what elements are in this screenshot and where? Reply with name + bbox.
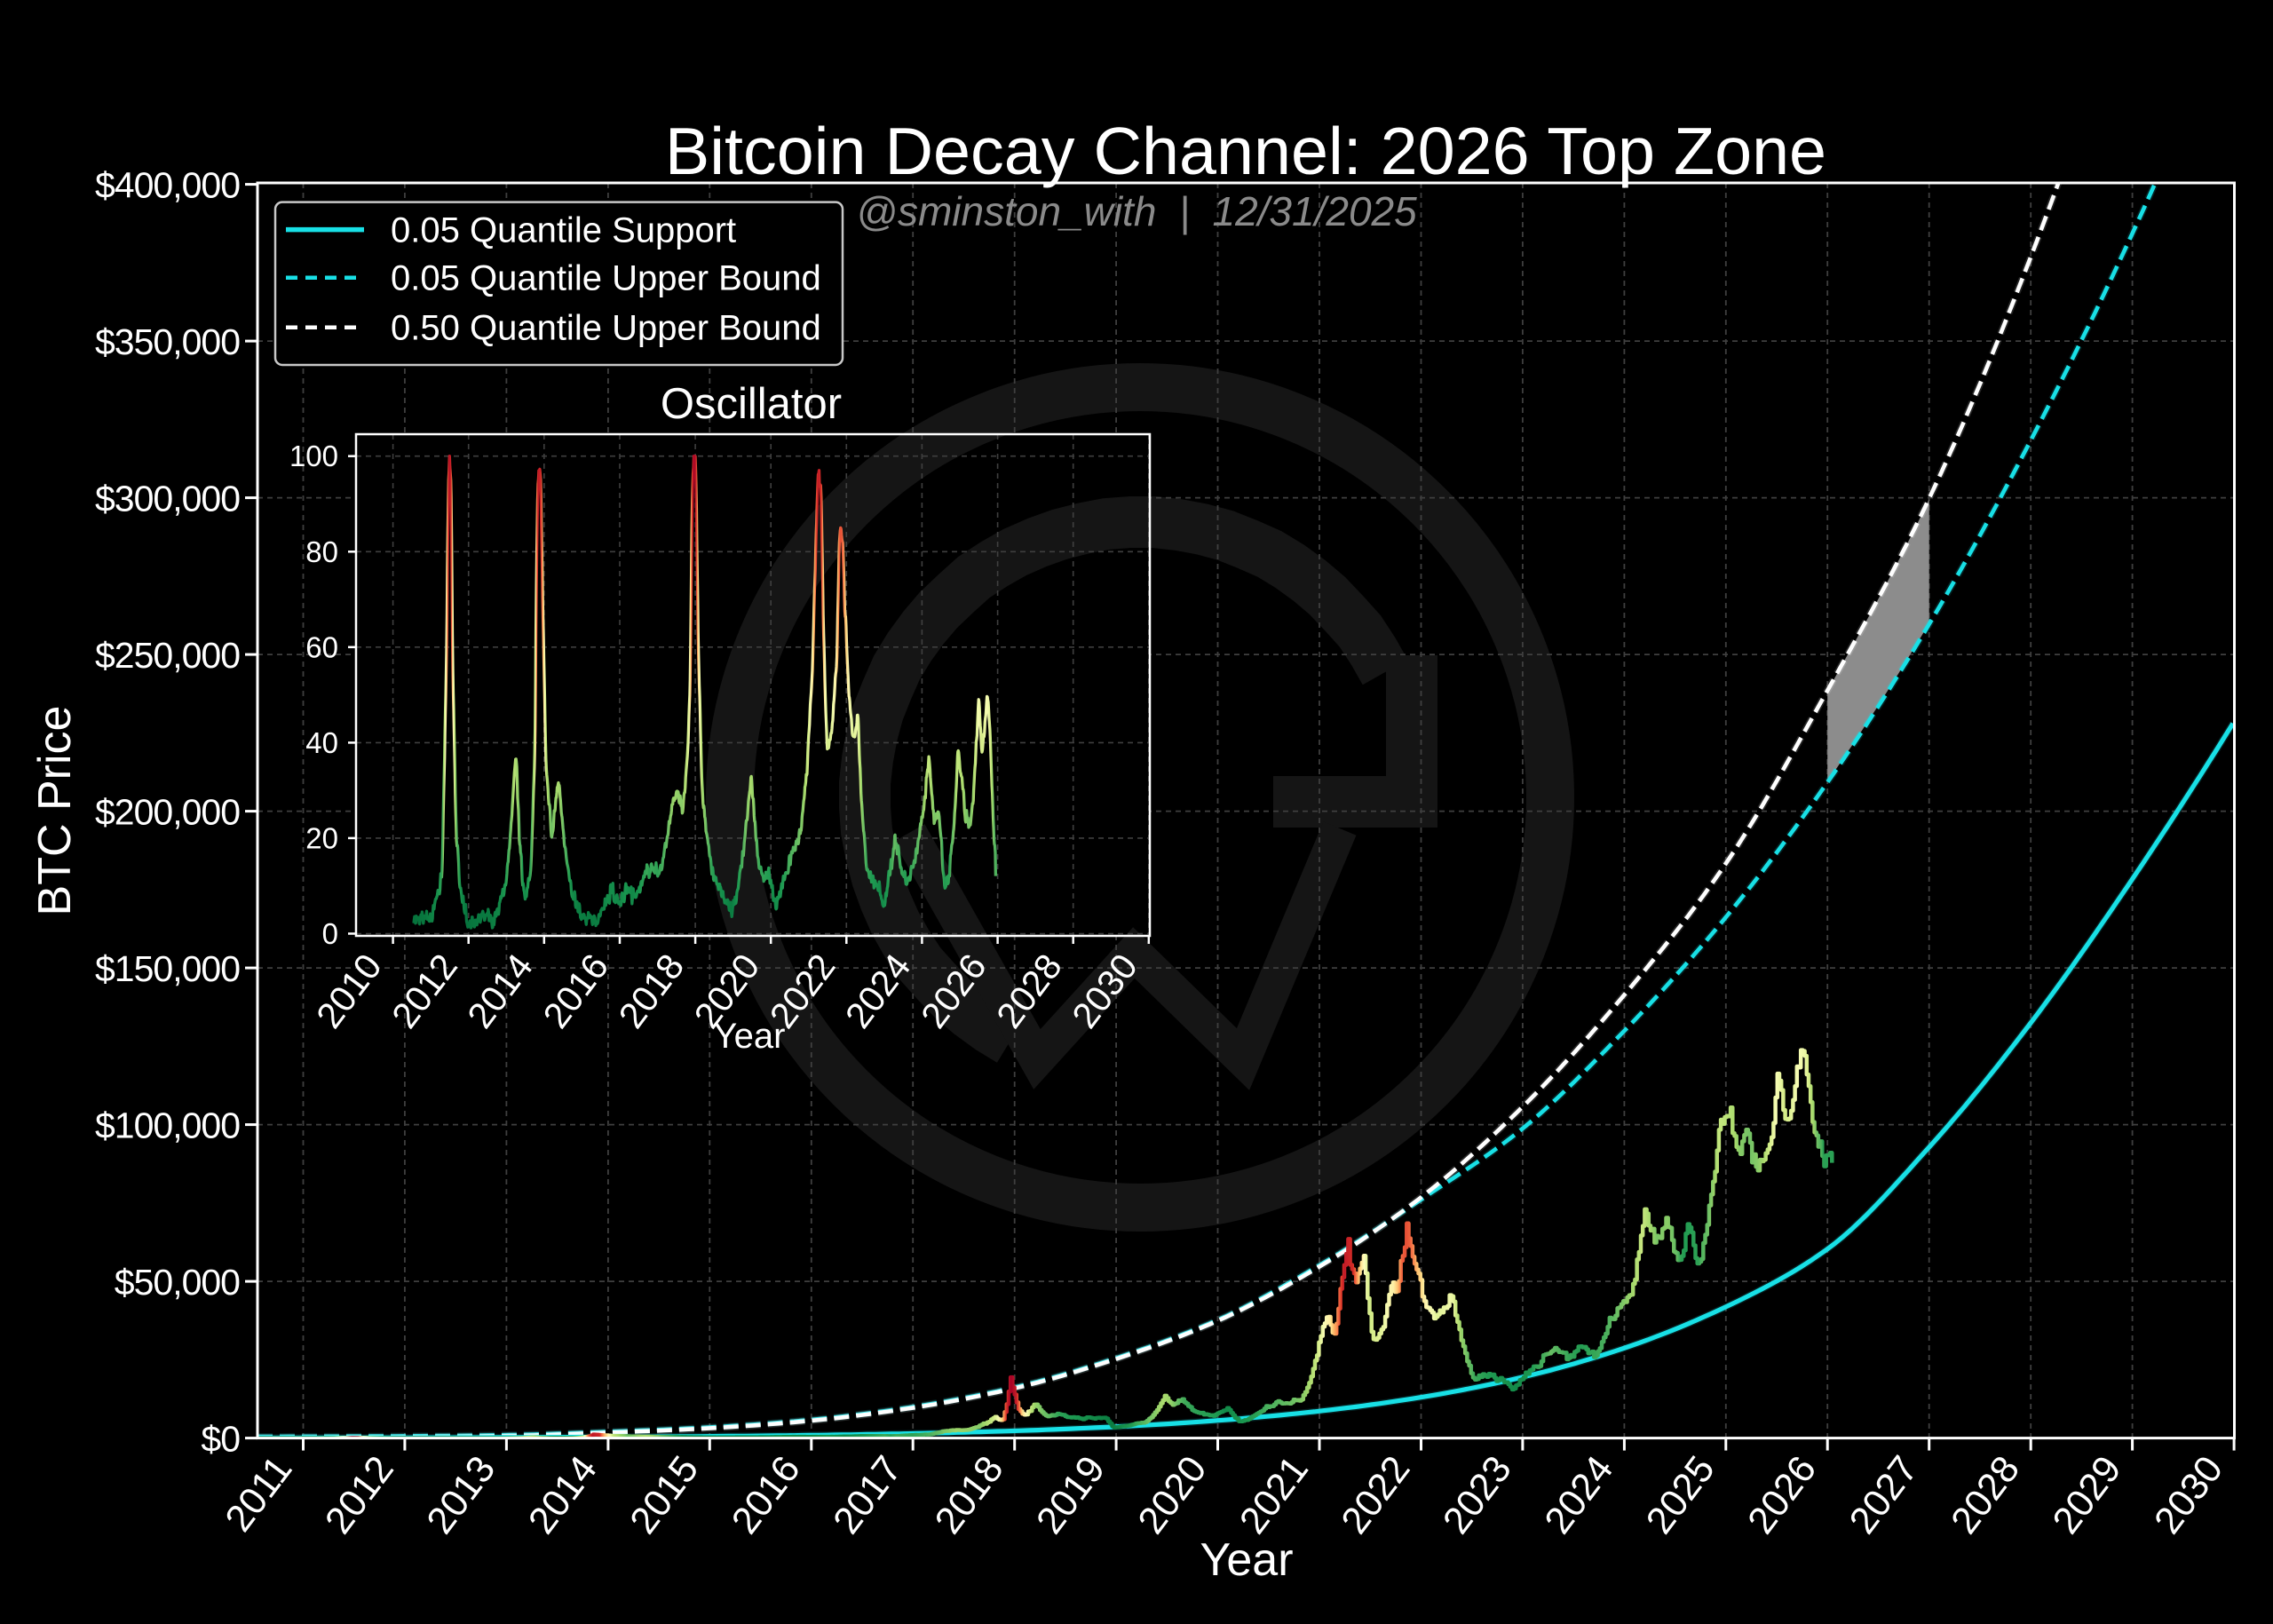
svg-text:80: 80 [305, 535, 338, 568]
svg-text:100: 100 [289, 440, 338, 472]
svg-text:0: 0 [322, 917, 338, 950]
svg-text:0.05 Quantile Support: 0.05 Quantile Support [391, 211, 736, 250]
svg-text:$300,000: $300,000 [95, 479, 240, 519]
svg-text:BTC Price: BTC Price [29, 706, 81, 916]
svg-text:$200,000: $200,000 [95, 792, 240, 833]
svg-text:Year: Year [714, 1017, 786, 1056]
svg-text:20: 20 [305, 821, 338, 854]
svg-text:$100,000: $100,000 [95, 1105, 240, 1146]
svg-text:$250,000: $250,000 [95, 635, 240, 676]
svg-text:$0: $0 [201, 1419, 240, 1460]
svg-text:Year: Year [1200, 1534, 1293, 1586]
svg-text:$400,000: $400,000 [95, 165, 240, 206]
svg-text:0.05 Quantile Upper Bound: 0.05 Quantile Upper Bound [391, 259, 821, 298]
svg-text:0.50 Quantile Upper Bound: 0.50 Quantile Upper Bound [391, 309, 821, 348]
svg-text:$350,000: $350,000 [95, 321, 240, 362]
svg-text:@sminston_with | 12/31/2025: @sminston_with | 12/31/2025 [856, 188, 1417, 234]
svg-text:$50,000: $50,000 [115, 1262, 240, 1303]
svg-text:$150,000: $150,000 [95, 948, 240, 989]
svg-text:Oscillator: Oscillator [661, 380, 842, 428]
svg-text:60: 60 [305, 630, 338, 663]
svg-text:40: 40 [305, 726, 338, 759]
svg-text:Bitcoin Decay Channel: 2026 To: Bitcoin Decay Channel: 2026 Top Zone [665, 114, 1826, 188]
